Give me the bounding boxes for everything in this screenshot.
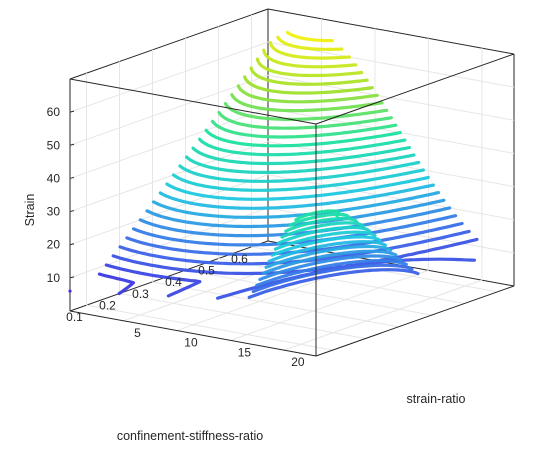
contour-line-42 [210, 119, 398, 139]
grid-line-z [267, 141, 515, 188]
contour-line-34 [185, 153, 416, 239]
z-tick-mark [69, 243, 75, 246]
contour-line-54 [249, 66, 369, 86]
z-tick-mark [69, 276, 75, 279]
contour-line-24 [152, 191, 441, 269]
contour-line-40 [204, 128, 402, 222]
contour-line-10 [104, 263, 202, 298]
x-tick-label: 0.5 [198, 264, 215, 278]
z-tick-mark [69, 110, 75, 113]
x-tick-label: 0.1 [66, 310, 83, 324]
y-tick-label: 5 [134, 326, 141, 340]
contour-line-28 [165, 175, 430, 257]
grid-lines [69, 14, 515, 351]
contour-lines [68, 30, 479, 300]
x-tick-label: 0.4 [165, 275, 182, 289]
box-edge [267, 8, 515, 55]
contour-line-58 [262, 48, 358, 69]
contour-line-60 [268, 41, 351, 60]
contour-line-16 [125, 221, 464, 294]
y-tick-label: 15 [238, 345, 252, 359]
grid-line-y [283, 279, 483, 351]
y-axis-label: strain-ratio [406, 392, 465, 406]
z-tick-mark [69, 210, 75, 213]
contour-line-62 [276, 35, 344, 51]
z-tick-mark [69, 176, 75, 179]
contour-line-44 [217, 110, 393, 130]
contour-line-50 [236, 84, 379, 104]
box-edge [69, 78, 317, 125]
y-tick-label: 20 [291, 355, 305, 369]
z-tick-label: 50 [47, 138, 61, 152]
grid-line-z [69, 207, 269, 279]
grid-line-x [185, 269, 432, 316]
grid-line-z [69, 74, 269, 146]
grid-line-x [218, 258, 465, 304]
x-tick-label: 0.3 [132, 287, 149, 301]
grid-line-z [69, 174, 269, 246]
z-tick-label: 30 [47, 205, 61, 219]
grid-line-x [152, 281, 399, 328]
z-tick-label: 10 [47, 271, 61, 285]
contour-line-46 [223, 102, 389, 121]
z-tick-label: 20 [47, 238, 61, 252]
box-edge [69, 8, 269, 80]
contour-line-56 [255, 57, 364, 78]
contour-line-38 [198, 137, 407, 227]
grid-line-z [267, 107, 515, 154]
contour-line-30 [171, 168, 425, 251]
grid-line-z [267, 174, 515, 221]
grid-line-x [119, 293, 366, 339]
contour-line-32 [178, 160, 421, 245]
contour-line-8 [97, 272, 135, 296]
x-tick-label: 0.2 [99, 299, 116, 313]
tick-labels: 10 20 30 40 50 60 0.1 0.2 0.3 0.4 0.5 0.6 5 10 15 20 [47, 105, 305, 369]
contour-line-64 [285, 30, 334, 43]
x-axis-label: confinement-stiffness-ratio [117, 429, 263, 443]
x-tick-label: 0.6 [231, 252, 248, 266]
y-tick-label: 10 [184, 336, 198, 350]
box-edge [69, 310, 317, 357]
z-tick-mark [69, 143, 75, 146]
axes-box-front [69, 53, 515, 357]
contour-line-52 [243, 75, 374, 95]
grid-line-z [69, 41, 269, 113]
grid-line-y [230, 269, 429, 341]
grid-line-z [69, 107, 269, 179]
contour-line-36 [191, 146, 411, 233]
contour-line-48 [230, 93, 384, 113]
z-axis-label: Strain [23, 194, 37, 227]
contour-line-26 [158, 183, 435, 263]
box-edge [315, 285, 515, 357]
box-edge [315, 53, 515, 125]
grid-line-x [86, 304, 333, 351]
z-tick-label: 60 [47, 105, 61, 119]
z-tick-label: 40 [47, 171, 61, 185]
